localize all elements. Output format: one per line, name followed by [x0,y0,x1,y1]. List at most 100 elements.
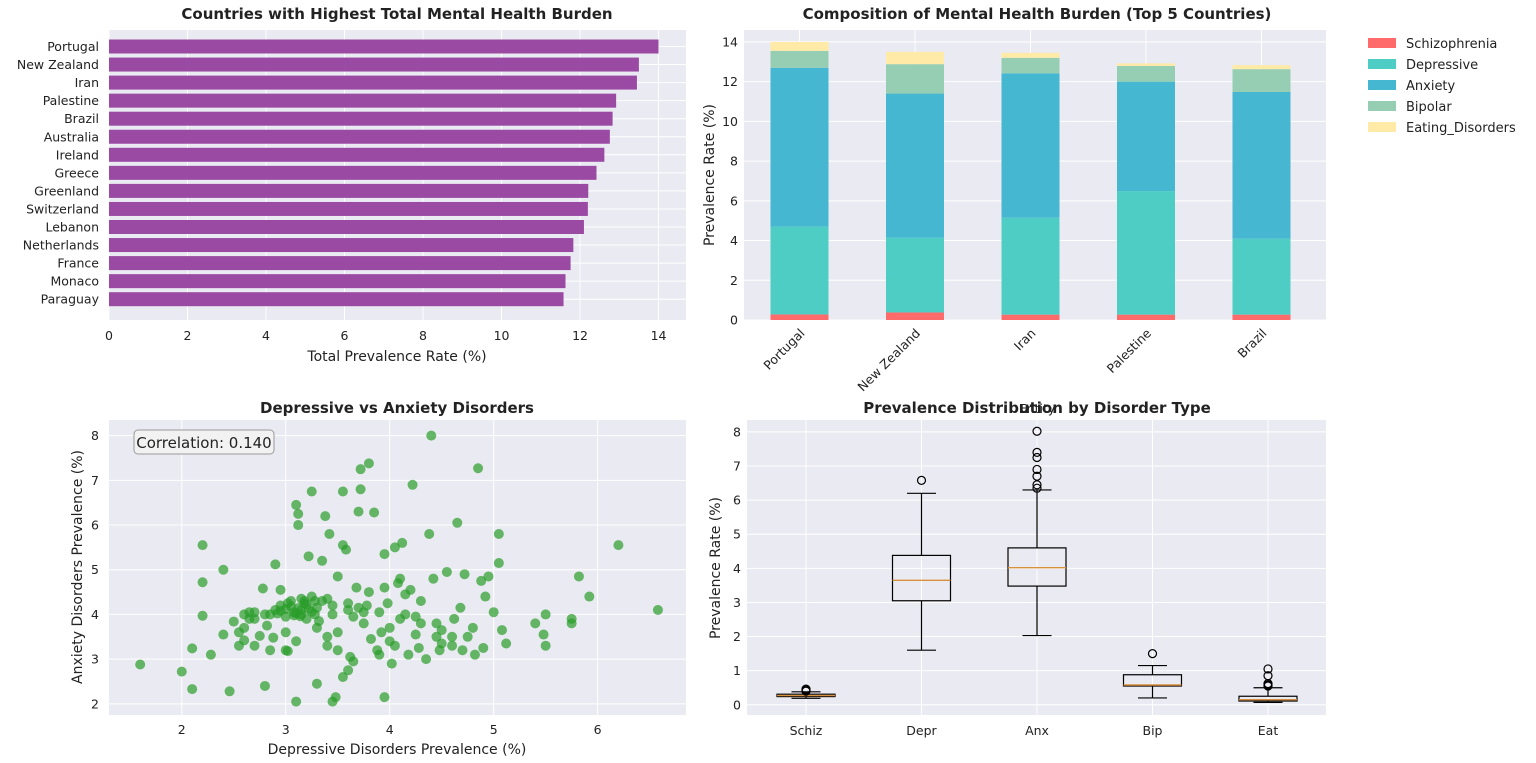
scatter-point [270,559,281,570]
x-tick-label: 6 [341,328,349,343]
x-tick-label: 4 [262,328,270,343]
scatter-point [197,610,208,621]
bar [109,93,617,108]
x-tick-label: 0 [105,328,113,343]
scatter-point [496,625,507,636]
scatter-point [476,575,487,586]
scatter-point [459,569,470,580]
scatter-point [530,618,541,629]
stacked-bar-segment [886,64,944,94]
stacked-bar-segment [886,237,944,313]
x-tick-label: 3 [282,722,290,737]
scatter-point [426,430,437,441]
scatter-point [233,640,244,651]
x-tick-label: New Zealand [854,326,923,395]
bar [109,39,659,54]
bar [109,129,610,144]
outlier-point [1032,452,1042,463]
bar [109,238,574,253]
scatter-point [493,528,504,539]
x-tick-label: Palestine [1104,325,1155,376]
scatter-point [573,571,584,582]
y-tick-label: Brazil [64,111,99,126]
scatter-point [467,622,478,633]
outlier-point [1032,464,1042,475]
scatter-point [295,611,306,622]
scatter-point [332,571,343,582]
scatter-point [224,686,235,697]
stacked-bar-segment [1001,52,1060,58]
bar [109,292,564,307]
x-tick-label: Brazil [1234,326,1269,361]
scatter-point [379,692,390,703]
scatter-point [348,611,359,622]
scatter-point [452,517,463,528]
legend-swatch [1368,38,1396,48]
scatter-point [228,616,239,627]
scatter-point [540,609,551,620]
stacked-bar-segment [1117,65,1175,82]
scatter-point [341,544,352,555]
scatter-point [303,551,314,562]
x-tick-label: Eat [1258,723,1279,738]
y-axis-label: Anxiety Disorders Prevalence (%) [70,450,86,684]
scatter-point [584,591,595,602]
y-tick-label: 1 [733,663,741,678]
stacked-bar-segment [770,50,829,68]
scatter-point [447,640,458,651]
scatter-point [447,631,458,642]
y-tick-label: 12 [722,74,738,89]
box [1238,695,1298,702]
stacked-bar-segment [1117,191,1175,315]
y-tick-label: 3 [733,595,741,610]
scatter-point [257,583,268,594]
scatter-point [469,649,480,660]
scatter-point [265,645,276,656]
y-tick-label: 6 [91,518,99,533]
scatter-point [311,622,322,633]
disorder-distribution-boxplot: Prevalence Distribution by Disorder Type… [708,399,1326,738]
composition-stacked-bar-chart: Composition of Mental Health Burden (Top… [702,5,1516,394]
scatter-point [249,640,260,651]
scatter-point [327,609,338,620]
plot-background [109,420,686,715]
scatter-point [265,609,276,620]
y-tick-label: 5 [733,527,741,542]
scatter-point [382,598,393,609]
x-tick-label: 8 [419,328,427,343]
stacked-bar-segment [1232,238,1291,315]
scatter-point [379,582,390,593]
y-tick-label: Palestine [43,93,100,108]
annotation-box [133,429,275,455]
stacked-bar-segment [1001,73,1060,218]
scatter-point [280,627,291,638]
scatter-point [374,607,385,618]
legend-label: Depressive [1406,58,1478,73]
x-tick-label: Bip [1143,723,1163,738]
scatter-point [493,558,504,569]
outlier-point [801,684,811,694]
bar [109,165,597,180]
scatter-point [415,596,426,607]
scatter-point [358,607,369,618]
top-countries-bar-chart: Countries with Highest Total Mental Heal… [17,5,686,365]
stacked-bar-segment [1232,65,1291,70]
stacked-bar-segment [886,312,944,320]
y-axis-label: Prevalence Rate (%) [702,104,718,246]
y-tick-label: 2 [730,273,738,288]
y-tick-label: 6 [730,193,738,208]
scatter-point [291,636,302,647]
scatter-point [268,632,279,643]
scatter-point [455,602,466,613]
x-tick-label: Depr [906,723,937,738]
scatter-point [395,573,406,584]
x-tick-label: 4 [386,722,394,737]
scatter-point [280,645,291,656]
scatter-point [400,589,411,600]
scatter-point [293,603,304,614]
scatter-point [324,528,335,539]
y-tick-label: 7 [91,473,99,488]
stacked-bar-segment [1001,314,1060,320]
scatter-point [407,479,418,490]
